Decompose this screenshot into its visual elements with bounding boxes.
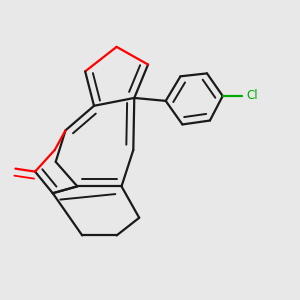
Text: Cl: Cl <box>246 89 258 103</box>
